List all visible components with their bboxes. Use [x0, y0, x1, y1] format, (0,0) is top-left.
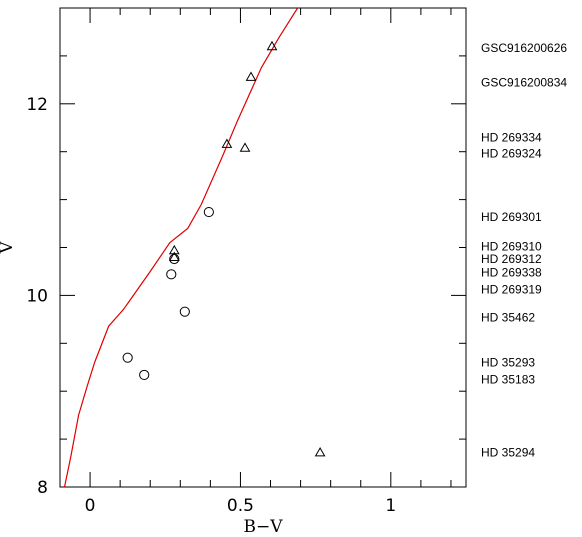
- triangle-marker: [168, 244, 180, 255]
- y-tick-label: 10: [26, 286, 48, 306]
- y-tick-label: 8: [37, 478, 48, 498]
- circle-marker: [169, 253, 180, 265]
- y-axis-tick-labels: 8 10 12: [26, 95, 48, 498]
- y-tick-label: 12: [26, 95, 48, 115]
- triangle-marker: [266, 40, 278, 51]
- star-label: HD 269312: [481, 252, 542, 266]
- x-axis-title: B−V: [243, 517, 283, 537]
- triangle-marker: [239, 142, 251, 152]
- x-axis-tick-labels: 0 0.5 1: [85, 496, 397, 516]
- y-axis-ticks: [60, 7, 466, 488]
- star-label: HD 269319: [481, 283, 542, 297]
- x-tick-label: 0: [85, 496, 96, 516]
- axes-frame: [59, 7, 467, 488]
- star-label: HD 35183: [481, 373, 535, 387]
- star-label: HD 35293: [481, 355, 535, 369]
- star-label: HD 35462: [481, 310, 535, 324]
- star-label: HD 269310: [481, 240, 542, 254]
- triangle-marker: [314, 446, 326, 457]
- isochrone-curve-layer: [63, 8, 299, 487]
- triangle-marker: [221, 138, 233, 148]
- star-label: HD 269334: [481, 130, 542, 144]
- circle-marker: [203, 206, 214, 218]
- triangle-marker: [168, 251, 180, 261]
- x-axis-ticks: [59, 8, 452, 487]
- star-label: HD 269324: [481, 147, 542, 161]
- circle-marker: [166, 269, 177, 280]
- y-axis-title: V: [0, 241, 17, 255]
- x-tick-label: 1: [385, 496, 396, 516]
- star-labels: HD 35294 HD 35183 HD 35293 HD 35462 HD 26931…: [481, 41, 567, 459]
- circle-marker: [179, 306, 190, 317]
- star-label: HD 35294: [481, 446, 535, 460]
- star-label: HD 269301: [481, 210, 542, 224]
- star-label: HD 269338: [481, 265, 542, 279]
- triangle-marker: [245, 71, 257, 81]
- isochrone-line: [63, 8, 299, 487]
- circle-marker: [139, 369, 150, 381]
- plot-frame: [59, 7, 467, 488]
- star-label: GSC916200626: [481, 41, 567, 55]
- circle-marker: [122, 352, 133, 363]
- x-tick-label: 0.5: [227, 496, 254, 516]
- data-markers: [122, 40, 326, 457]
- star-label: GSC916200834: [481, 76, 567, 90]
